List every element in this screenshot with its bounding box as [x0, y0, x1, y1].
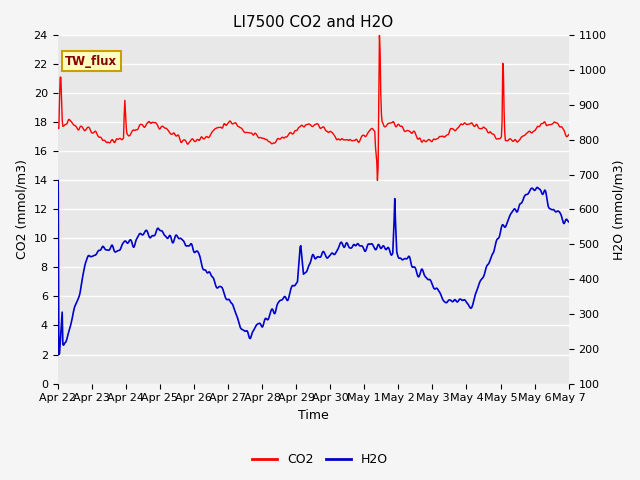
X-axis label: Time: Time	[298, 409, 328, 422]
Title: LI7500 CO2 and H2O: LI7500 CO2 and H2O	[233, 15, 393, 30]
Y-axis label: H2O (mmol/m3): H2O (mmol/m3)	[612, 159, 625, 260]
Y-axis label: CO2 (mmol/m3): CO2 (mmol/m3)	[15, 159, 28, 259]
Text: TW_flux: TW_flux	[65, 55, 117, 68]
Legend: CO2, H2O: CO2, H2O	[247, 448, 393, 471]
